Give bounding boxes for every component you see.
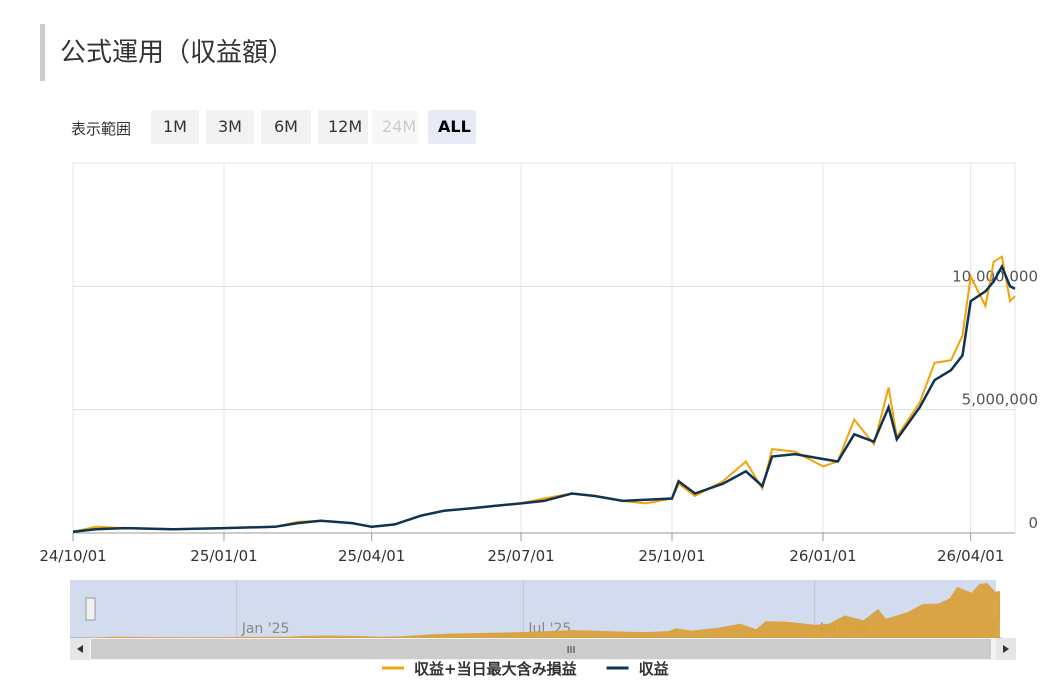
- x-tick-label: 26/01/01: [789, 547, 856, 565]
- scroll-right-arrow: [1003, 645, 1009, 653]
- series-line: [72, 255, 1016, 533]
- range-label: 表示範囲: [71, 120, 132, 138]
- y-tick-label: 0: [1028, 514, 1038, 532]
- y-tick-label: 10,000,000: [952, 267, 1038, 285]
- page-title: 公式運用（収益額）: [60, 38, 295, 68]
- x-tick-label: 25/01/01: [190, 547, 257, 565]
- x-tick-label: 25/10/01: [638, 547, 705, 565]
- x-tick-label: 25/07/01: [487, 547, 554, 565]
- legend-label: 収益: [639, 660, 669, 678]
- scroll-left-arrow: [77, 645, 83, 653]
- navigator-handle[interactable]: [85, 597, 96, 621]
- navigator-tick-label: Jan '25: [241, 621, 290, 637]
- scrollbar-thumb[interactable]: [91, 639, 991, 659]
- range-button: 24M: [372, 110, 418, 144]
- range-button[interactable]: 12M: [318, 110, 368, 144]
- legend-label: 収益+当日最大含み損益: [414, 660, 577, 678]
- navigator-area: [91, 583, 1000, 638]
- x-tick-label: 26/04/01: [937, 547, 1004, 565]
- range-button[interactable]: ALL: [428, 110, 476, 144]
- x-tick-label: 24/10/01: [39, 547, 106, 565]
- range-button[interactable]: 6M: [261, 110, 311, 144]
- scrollbar-grip: III: [567, 645, 576, 656]
- y-tick-label: 5,000,000: [962, 391, 1038, 409]
- plot-area: [72, 162, 1016, 534]
- x-tick-label: 25/04/01: [338, 547, 405, 565]
- range-button[interactable]: 1M: [151, 110, 199, 144]
- title-bar: [40, 24, 45, 81]
- range-button[interactable]: 3M: [206, 110, 254, 144]
- series-line: [72, 263, 1016, 534]
